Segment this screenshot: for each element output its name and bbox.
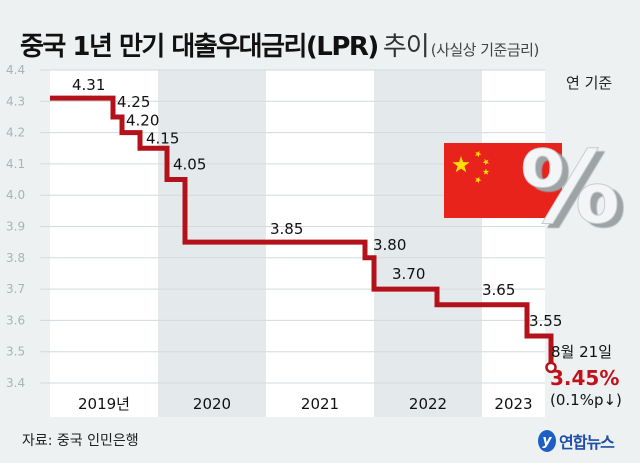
data-label: 4.05 <box>173 156 206 174</box>
data-label: 3.70 <box>392 265 425 283</box>
y-tick-label: 3.4 <box>6 376 25 390</box>
data-label: 4.31 <box>72 76 105 94</box>
annotation-date: 8월 21일 <box>551 343 612 361</box>
y-tick-label: 3.5 <box>6 345 25 359</box>
percent-symbol-icon: % <box>520 129 620 246</box>
star-icon <box>482 168 490 175</box>
x-tick-label: 2020 <box>193 395 231 413</box>
x-tick-label: 2023 <box>494 395 532 413</box>
y-tick-label: 3.9 <box>6 220 25 234</box>
title-sub: (사실상 기준금리) <box>430 41 540 59</box>
chart-title: 중국 1년 만기 대출우대금리(LPR) 추이 (사실상 기준금리) <box>20 26 539 63</box>
y-tick-label: 4.0 <box>6 188 25 202</box>
data-label: 4.25 <box>117 93 150 111</box>
year-band <box>482 70 545 417</box>
y-tick-label: 4.2 <box>6 126 25 140</box>
logo-text: 연합뉴스 <box>559 433 615 452</box>
annotation-value: 3.45% <box>550 366 619 390</box>
annotation-change: (0.1%p↓) <box>550 391 622 409</box>
y-tick-label: 4.3 <box>6 94 25 108</box>
y-tick-label: 3.7 <box>6 282 25 296</box>
data-label: 3.85 <box>270 220 303 238</box>
year-band <box>50 70 158 417</box>
source-label: 자료: 중국 인민은행 <box>22 433 139 449</box>
unit-label: 연 기준 <box>566 74 613 92</box>
end-point-marker <box>545 361 557 374</box>
x-tick-label: 2019년 <box>78 395 130 413</box>
star-icon <box>452 156 470 173</box>
title-light: 추이 <box>382 32 430 62</box>
y-tick-label: 4.1 <box>6 157 25 171</box>
data-label: 3.65 <box>482 281 515 299</box>
y-tick-label: 3.8 <box>6 251 25 265</box>
data-label: 3.55 <box>529 312 562 330</box>
data-label: 3.80 <box>373 236 406 254</box>
y-tick-label: 4.4 <box>6 63 25 77</box>
china-flag-icon <box>444 143 562 218</box>
yonhap-logo: y 연합뉴스 <box>538 429 615 453</box>
data-label: 4.20 <box>126 112 159 130</box>
star-icon <box>475 150 482 158</box>
title-main: 중국 1년 만기 대출우대금리(LPR) <box>20 32 379 62</box>
logo-icon: y <box>538 430 556 452</box>
year-band <box>374 70 482 417</box>
x-tick-label: 2021 <box>301 395 339 413</box>
rate-line <box>50 95 554 368</box>
data-label: 4.15 <box>146 129 179 147</box>
star-icon <box>475 176 482 184</box>
star-icon <box>482 158 490 166</box>
x-tick-label: 2022 <box>409 395 447 413</box>
y-tick-label: 3.6 <box>6 313 25 327</box>
